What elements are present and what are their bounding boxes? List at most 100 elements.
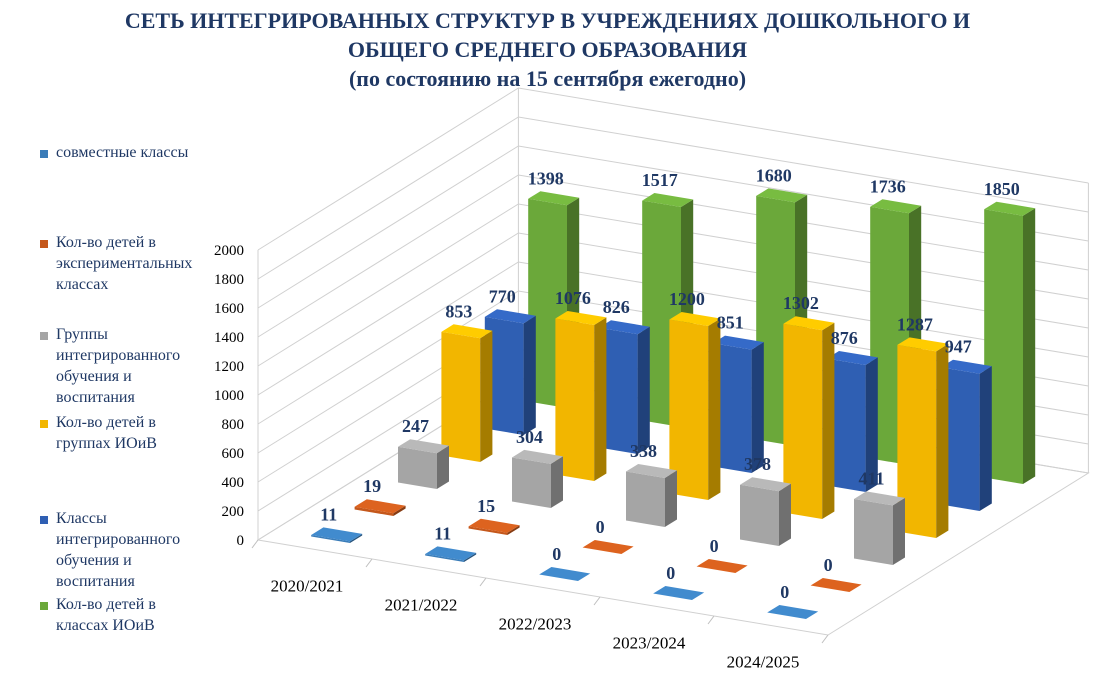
bar-top: [425, 546, 477, 561]
bar-top: [512, 449, 563, 464]
bar: [696, 559, 748, 573]
data-label: 826: [603, 297, 630, 317]
bar-top: [642, 193, 694, 207]
chart-bars: [311, 188, 1036, 619]
data-label: 770: [489, 286, 516, 306]
data-label: 11: [434, 523, 451, 543]
bar: [653, 586, 705, 600]
bar: [712, 335, 764, 473]
bar-top: [984, 201, 1036, 216]
bar-side: [507, 525, 520, 535]
legend-swatch: [40, 150, 48, 158]
bar: [539, 567, 591, 581]
data-label: 947: [945, 337, 972, 357]
legend-label: совместные классы: [56, 144, 189, 161]
bar-top: [767, 605, 819, 619]
data-label: 411: [858, 468, 884, 488]
bar-top: [870, 199, 922, 214]
x-tick-label: 2020/2021: [271, 577, 344, 596]
legend-label: Кол-во детей в классах ИОиВ: [56, 596, 156, 634]
y-tick-label: 1400: [214, 330, 244, 346]
y-tick-label: 400: [222, 475, 245, 491]
bar-top: [712, 335, 764, 350]
bar: [984, 201, 1036, 485]
bar-front: [897, 344, 937, 538]
bar-top: [468, 518, 520, 533]
bar: [669, 312, 721, 500]
bar: [626, 464, 677, 527]
y-tick-label: 1000: [214, 388, 244, 404]
bar-front: [740, 484, 779, 546]
data-label: 0: [824, 555, 833, 575]
bar-front: [712, 343, 752, 473]
data-label: 0: [552, 544, 561, 564]
bar: [425, 546, 477, 562]
bar-side: [936, 343, 949, 538]
data-label: 1076: [555, 288, 591, 308]
bar: [441, 324, 493, 462]
bar-side: [637, 326, 650, 454]
y-tick-label: 1600: [214, 301, 244, 317]
data-label: 0: [596, 517, 605, 537]
bar-front: [441, 331, 481, 462]
data-label: 851: [717, 313, 744, 333]
data-label: 1302: [783, 293, 819, 313]
data-label: 338: [630, 441, 657, 461]
bar: [311, 527, 363, 543]
data-label: 11: [320, 504, 337, 524]
data-label: 15: [477, 496, 495, 516]
legend-label: Кол-во детей в экспериментальных классах: [56, 234, 193, 293]
bar: [555, 311, 607, 481]
bar: [512, 449, 563, 508]
bar-top: [740, 477, 791, 492]
data-label: 0: [780, 582, 789, 602]
bar-side: [594, 317, 607, 481]
legend-swatch: [40, 332, 48, 340]
bar-top: [897, 337, 949, 352]
bar: [810, 578, 862, 592]
data-label: 876: [831, 328, 858, 348]
bar-side: [393, 505, 406, 516]
x-tick-mark: [707, 615, 715, 625]
x-tick-mark: [593, 596, 601, 606]
bar-side: [892, 497, 905, 565]
bar: [398, 439, 449, 489]
data-label: 304: [516, 427, 543, 447]
bar-top: [441, 324, 493, 339]
data-label: 247: [402, 416, 429, 436]
bar: [598, 320, 650, 454]
bar: [783, 316, 835, 519]
bar-front: [940, 367, 980, 511]
data-label: 1200: [669, 289, 705, 309]
y-tick-label: 2000: [214, 243, 244, 259]
legend-label: Классы интегрированного обучения и воспи…: [56, 510, 181, 590]
bar-top: [669, 312, 721, 326]
x-tick-label: 2022/2023: [499, 615, 572, 634]
x-tick-label: 2023/2024: [613, 634, 686, 653]
bar: [940, 359, 992, 511]
x-tick-mark: [821, 634, 829, 644]
bar-side: [550, 456, 563, 508]
bar-front: [425, 554, 464, 562]
data-label: 1736: [870, 176, 906, 196]
bar-front: [484, 316, 524, 435]
data-label: 1398: [528, 168, 564, 188]
legend-swatch: [40, 516, 48, 524]
bar-side: [708, 318, 721, 500]
data-label: 0: [666, 563, 675, 583]
bar-front: [354, 506, 394, 516]
bar-side: [822, 322, 835, 519]
bar: [354, 499, 406, 516]
bar-side: [865, 357, 878, 492]
chart-title: СЕТЬ ИНТЕГРИРОВАННЫХ СТРУКТУР В УЧРЕЖДЕН…: [0, 6, 1095, 93]
bar-front: [826, 358, 866, 492]
y-tick-label: 1800: [214, 272, 244, 288]
bar-top: [696, 559, 748, 573]
bar-top: [539, 567, 591, 581]
x-tick-mark: [251, 539, 259, 549]
bar-top: [582, 540, 634, 554]
y-tick-label: 0: [237, 533, 245, 549]
y-tick-label: 200: [222, 504, 245, 520]
bar-top: [810, 578, 862, 592]
